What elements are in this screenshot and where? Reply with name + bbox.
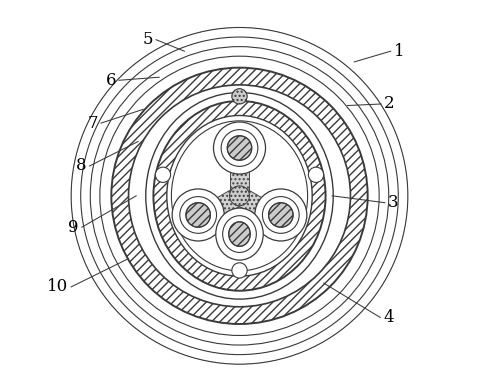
Polygon shape	[235, 187, 292, 232]
Ellipse shape	[216, 208, 263, 260]
Text: 7: 7	[87, 115, 98, 132]
Circle shape	[155, 167, 171, 182]
Text: 6: 6	[105, 72, 116, 89]
Circle shape	[172, 189, 224, 241]
Circle shape	[111, 68, 368, 324]
Circle shape	[221, 130, 258, 166]
Circle shape	[308, 167, 324, 182]
Circle shape	[186, 203, 210, 227]
Polygon shape	[230, 140, 249, 196]
Text: 10: 10	[47, 278, 68, 295]
Polygon shape	[187, 187, 244, 232]
Circle shape	[71, 28, 408, 364]
Text: 2: 2	[384, 96, 395, 113]
Ellipse shape	[223, 216, 256, 252]
Text: 4: 4	[383, 309, 394, 326]
Circle shape	[227, 136, 252, 160]
Ellipse shape	[146, 93, 333, 299]
Text: 8: 8	[76, 157, 86, 174]
Ellipse shape	[153, 101, 326, 291]
Circle shape	[128, 85, 351, 307]
Circle shape	[269, 203, 293, 227]
Text: 1: 1	[394, 43, 404, 60]
Circle shape	[214, 122, 265, 174]
Circle shape	[262, 197, 299, 233]
Ellipse shape	[167, 116, 312, 276]
Circle shape	[232, 263, 247, 278]
Circle shape	[232, 89, 247, 104]
Text: 5: 5	[143, 31, 153, 48]
Text: 3: 3	[388, 194, 399, 211]
Ellipse shape	[171, 121, 308, 271]
Circle shape	[180, 197, 217, 233]
Circle shape	[229, 186, 250, 206]
Circle shape	[255, 189, 307, 241]
Text: 9: 9	[68, 219, 79, 236]
Ellipse shape	[229, 222, 250, 246]
